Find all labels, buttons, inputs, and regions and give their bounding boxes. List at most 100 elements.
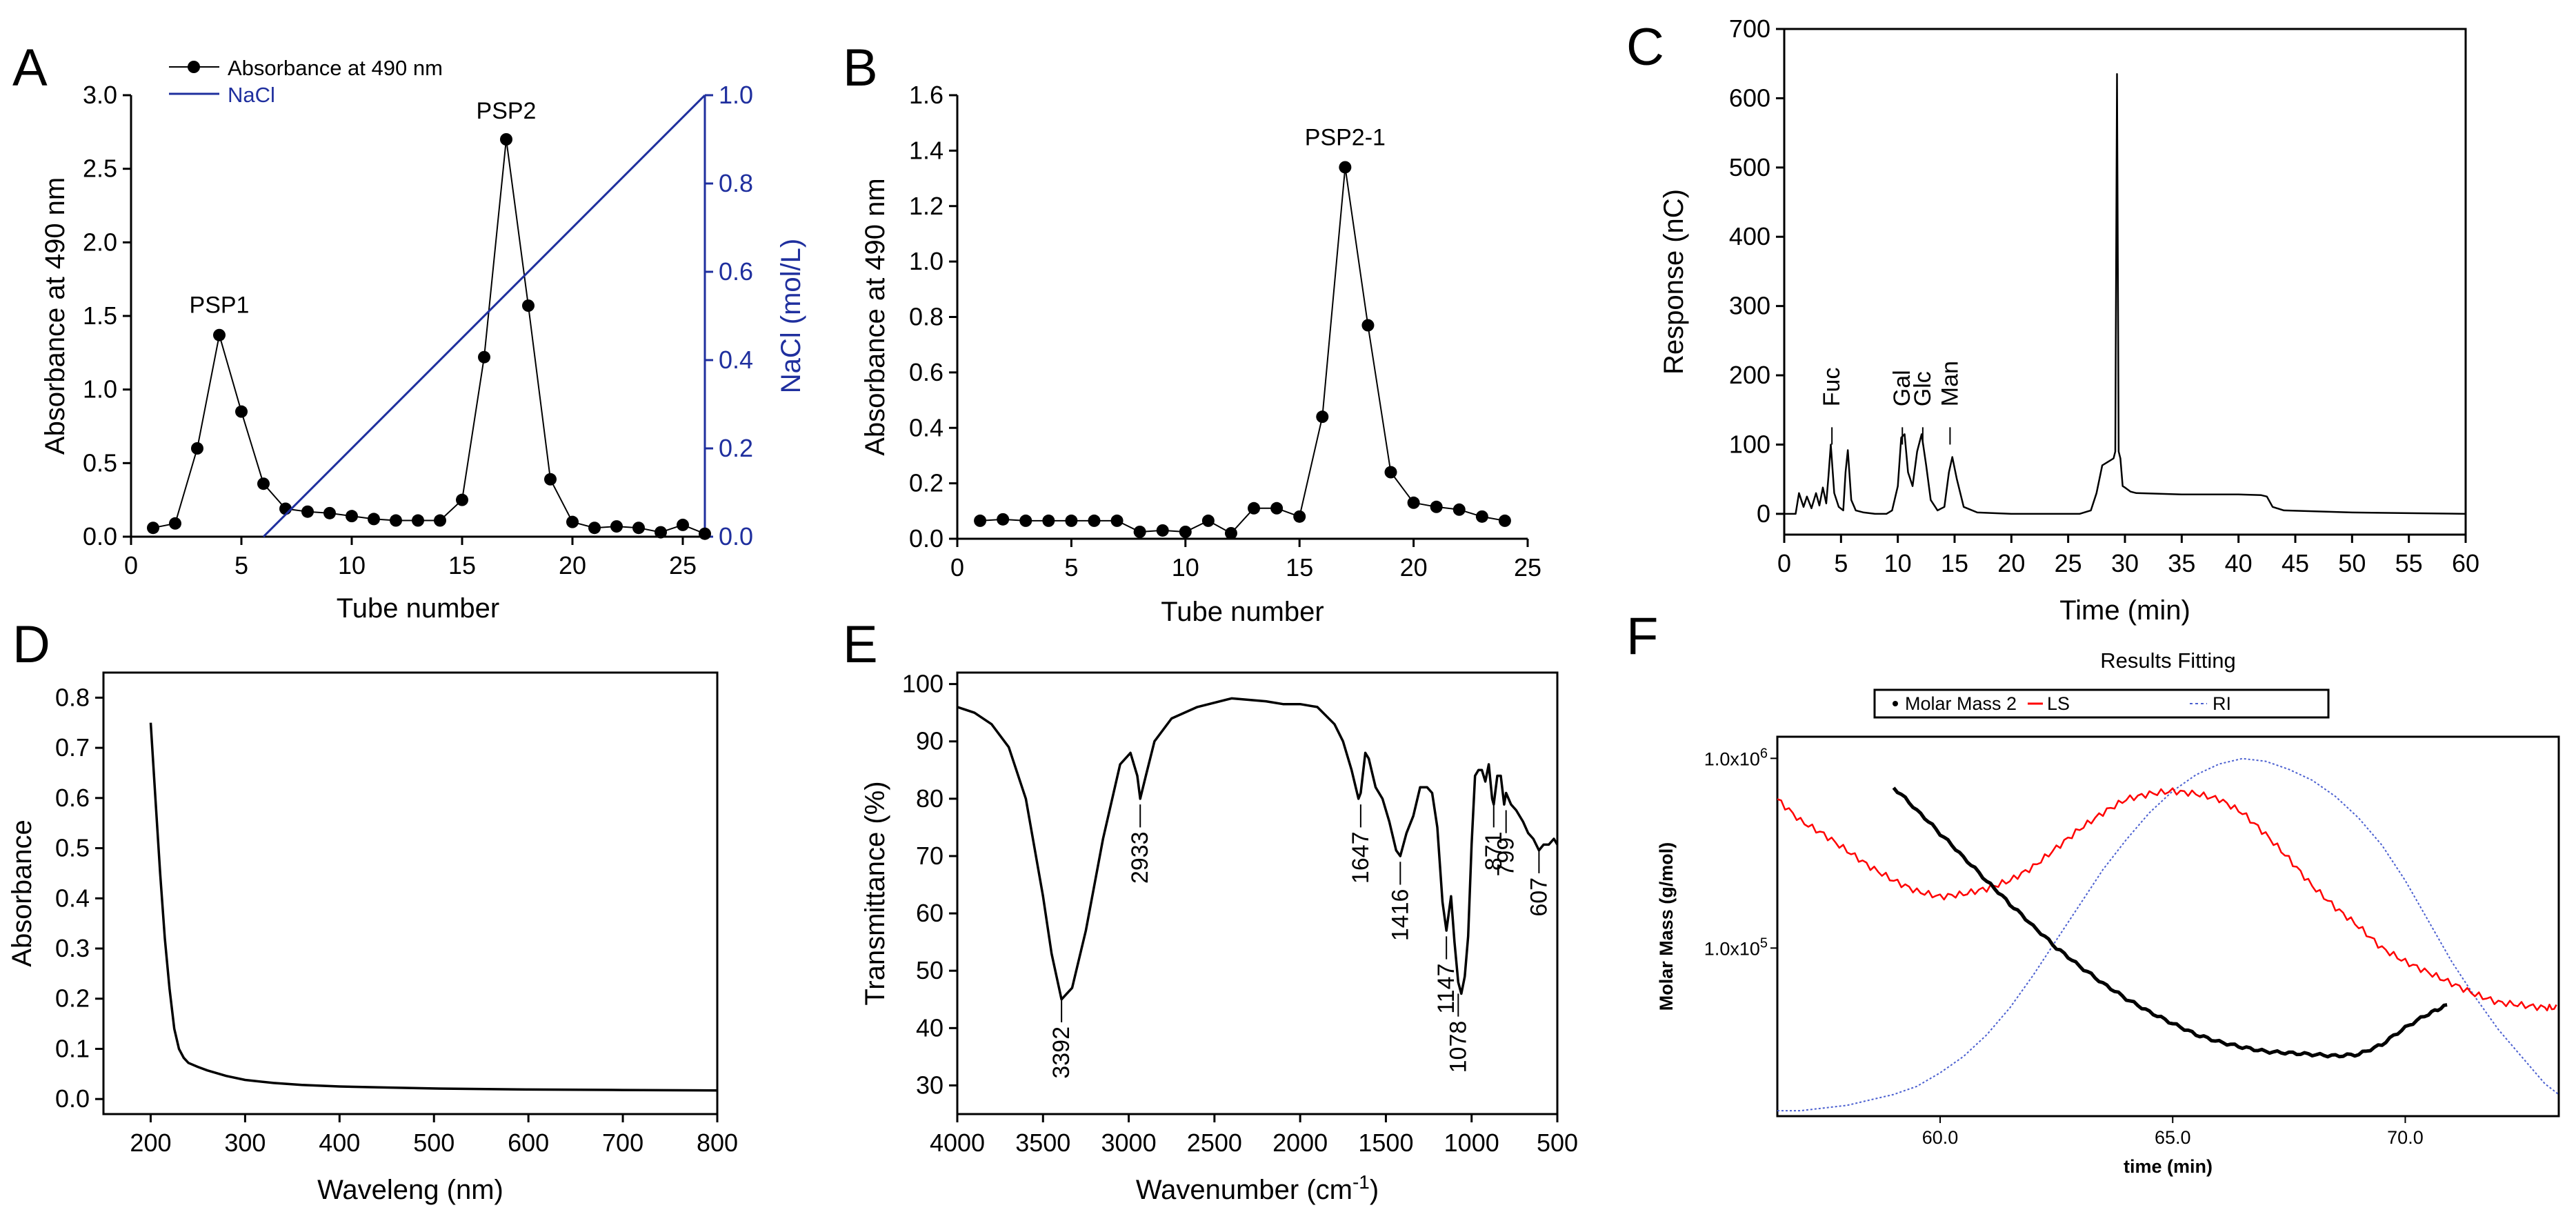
y-tick-label: 0.3 bbox=[55, 934, 90, 962]
y-tick-label: 1.0x106 bbox=[1704, 746, 1768, 769]
y-tick-label: 0.2 bbox=[55, 984, 90, 1013]
x-tick-label: 25 bbox=[2055, 549, 2082, 577]
peak-label: 871 bbox=[1481, 831, 1507, 871]
series-molar-mass-line bbox=[1892, 786, 2448, 1059]
panel-letter-a: A bbox=[12, 39, 48, 97]
peak-label: Fuc bbox=[1819, 368, 1845, 407]
x-axis-title: Tube number bbox=[337, 593, 499, 624]
x-tick-label: 65.0 bbox=[2155, 1127, 2191, 1148]
x-tick-label: 15 bbox=[1286, 553, 1313, 582]
right-y-axis-title: NaCl (mol/L) bbox=[776, 239, 806, 393]
x-tick-label: 800 bbox=[697, 1129, 738, 1157]
right-y-tick-label: 0.2 bbox=[719, 434, 753, 462]
y-axis-title: Absorbance at 490 nm bbox=[40, 177, 70, 455]
right-y-tick-label: 0.0 bbox=[719, 522, 753, 550]
peak-label: 2933 bbox=[1127, 831, 1153, 884]
y-tick-label: 0.7 bbox=[55, 733, 90, 762]
peak-label: 1647 bbox=[1348, 831, 1374, 884]
legend-marker-absorbance bbox=[188, 61, 200, 73]
x-axis-title: time (min) bbox=[2124, 1156, 2213, 1177]
right-y-tick-label: 1.0 bbox=[719, 81, 753, 109]
y-tick-label: 0.5 bbox=[55, 834, 90, 862]
x-tick-label: 4000 bbox=[930, 1129, 985, 1157]
y-tick-label: 30 bbox=[916, 1071, 943, 1099]
y-tick-label: 300 bbox=[1729, 292, 1770, 320]
peak-label: PSP1 bbox=[190, 292, 250, 319]
x-tick-label: 0 bbox=[1777, 549, 1791, 577]
data-point bbox=[390, 514, 402, 527]
x-tick-label: 35 bbox=[2168, 549, 2195, 577]
y-tick-label: 40 bbox=[916, 1013, 943, 1042]
y-tick-label: 2.5 bbox=[83, 155, 117, 183]
right-y-tick-label: 0.6 bbox=[719, 257, 753, 286]
plot-frame bbox=[956, 671, 1559, 1115]
y-tick-label: 100 bbox=[1729, 430, 1770, 458]
ir-spectrum-line bbox=[957, 697, 1559, 1001]
data-point bbox=[169, 517, 181, 530]
y-tick-label: 400 bbox=[1729, 222, 1770, 250]
x-tick-label: 2500 bbox=[1187, 1129, 1242, 1157]
data-point bbox=[412, 514, 424, 527]
panel-c: C0 5 10 15 20 25 30 35 40 45 50 55 60010020030040050… bbox=[1626, 14, 2479, 626]
data-point bbox=[1498, 514, 1511, 527]
legend-label-molar-mass: Molar Mass 2 bbox=[1905, 693, 2017, 714]
panel-letter-e: E bbox=[843, 615, 878, 674]
series-absorbance-line bbox=[152, 139, 706, 535]
y-tick-label: 50 bbox=[916, 956, 943, 984]
x-axis-title: Time (min) bbox=[2059, 595, 2190, 626]
x-tick-label: 500 bbox=[413, 1129, 455, 1157]
y-tick-label: 0.6 bbox=[909, 358, 943, 386]
x-tick-label: 25 bbox=[1514, 553, 1541, 582]
data-point bbox=[974, 514, 987, 527]
x-axis-title: Waveleng (nm) bbox=[317, 1175, 503, 1205]
panel-d: D 200 300 400 500 600 700 800 0.0 0.1 0.2 0.3 0.4 0.5… bbox=[7, 615, 738, 1205]
legend-marker-molar-mass bbox=[1893, 701, 1898, 706]
peak-label: 607 bbox=[1526, 877, 1552, 917]
x-tick-label: 3500 bbox=[1015, 1129, 1070, 1157]
panel-e: E 4000 3500 3000 2500 2000 1500 1000 500 30 40 50 60… bbox=[843, 615, 1578, 1205]
panel-b: B 0 5 10 15 20 25 0.0 0.2 0.4 0.6 0.8 1.0 1.2 1.4 1.6 Tu… bbox=[843, 39, 1541, 627]
x-tick-label: 10 bbox=[1172, 553, 1199, 582]
y-tick-label: 60 bbox=[916, 899, 943, 927]
data-point bbox=[610, 520, 623, 533]
plot-frame bbox=[102, 671, 719, 1115]
x-tick-label: 300 bbox=[224, 1129, 266, 1157]
y-axis-title: Absorbance at 490 nm bbox=[860, 178, 890, 455]
data-point bbox=[434, 514, 446, 527]
x-tick-label: 1500 bbox=[1358, 1129, 1413, 1157]
y-tick-label: 600 bbox=[1729, 83, 1770, 112]
panel-f: F Results Fitting Molar Mass 2 LS RI 60.0 65.0… bbox=[1626, 607, 2560, 1177]
y-tick-label-exponent: 5 bbox=[1760, 935, 1768, 951]
data-point bbox=[1452, 503, 1466, 516]
legend-label-ls: LS bbox=[2047, 693, 2070, 714]
y-axis-title: Transmittance (%) bbox=[860, 781, 890, 1005]
peak-label: Man bbox=[1937, 361, 1963, 406]
data-point bbox=[478, 350, 490, 364]
legend-label-absorbance: Absorbance at 490 nm bbox=[228, 56, 443, 80]
data-point bbox=[368, 513, 380, 526]
data-point bbox=[1179, 525, 1192, 538]
peak-label: PSP2-1 bbox=[1305, 124, 1386, 150]
x-tick-label: 3000 bbox=[1101, 1129, 1157, 1157]
data-point bbox=[1475, 510, 1488, 523]
data-point bbox=[191, 442, 203, 455]
panel-letter-b: B bbox=[843, 39, 878, 97]
y-tick-label: 0.0 bbox=[83, 522, 117, 550]
x-tick-label: 5 bbox=[1064, 553, 1078, 582]
peak-label: 3392 bbox=[1048, 1026, 1075, 1079]
y-tick-label-base: 1.0x10 bbox=[1704, 748, 1760, 769]
y-tick-label: 200 bbox=[1729, 361, 1770, 389]
data-point bbox=[1248, 502, 1261, 515]
y-tick-label-exponent: 6 bbox=[1760, 746, 1768, 761]
data-point bbox=[677, 518, 689, 531]
x-tick-label: 45 bbox=[2282, 549, 2309, 577]
data-point bbox=[1430, 500, 1443, 513]
x-tick-label: 60.0 bbox=[1922, 1127, 1959, 1148]
x-tick-label: 20 bbox=[1400, 553, 1428, 582]
x-tick-label: 70.0 bbox=[2387, 1127, 2424, 1148]
data-point bbox=[588, 522, 601, 535]
y-tick-label-base: 1.0x10 bbox=[1704, 938, 1760, 959]
y-tick-label: 80 bbox=[916, 784, 943, 813]
y-tick-label: 0.8 bbox=[55, 683, 90, 711]
